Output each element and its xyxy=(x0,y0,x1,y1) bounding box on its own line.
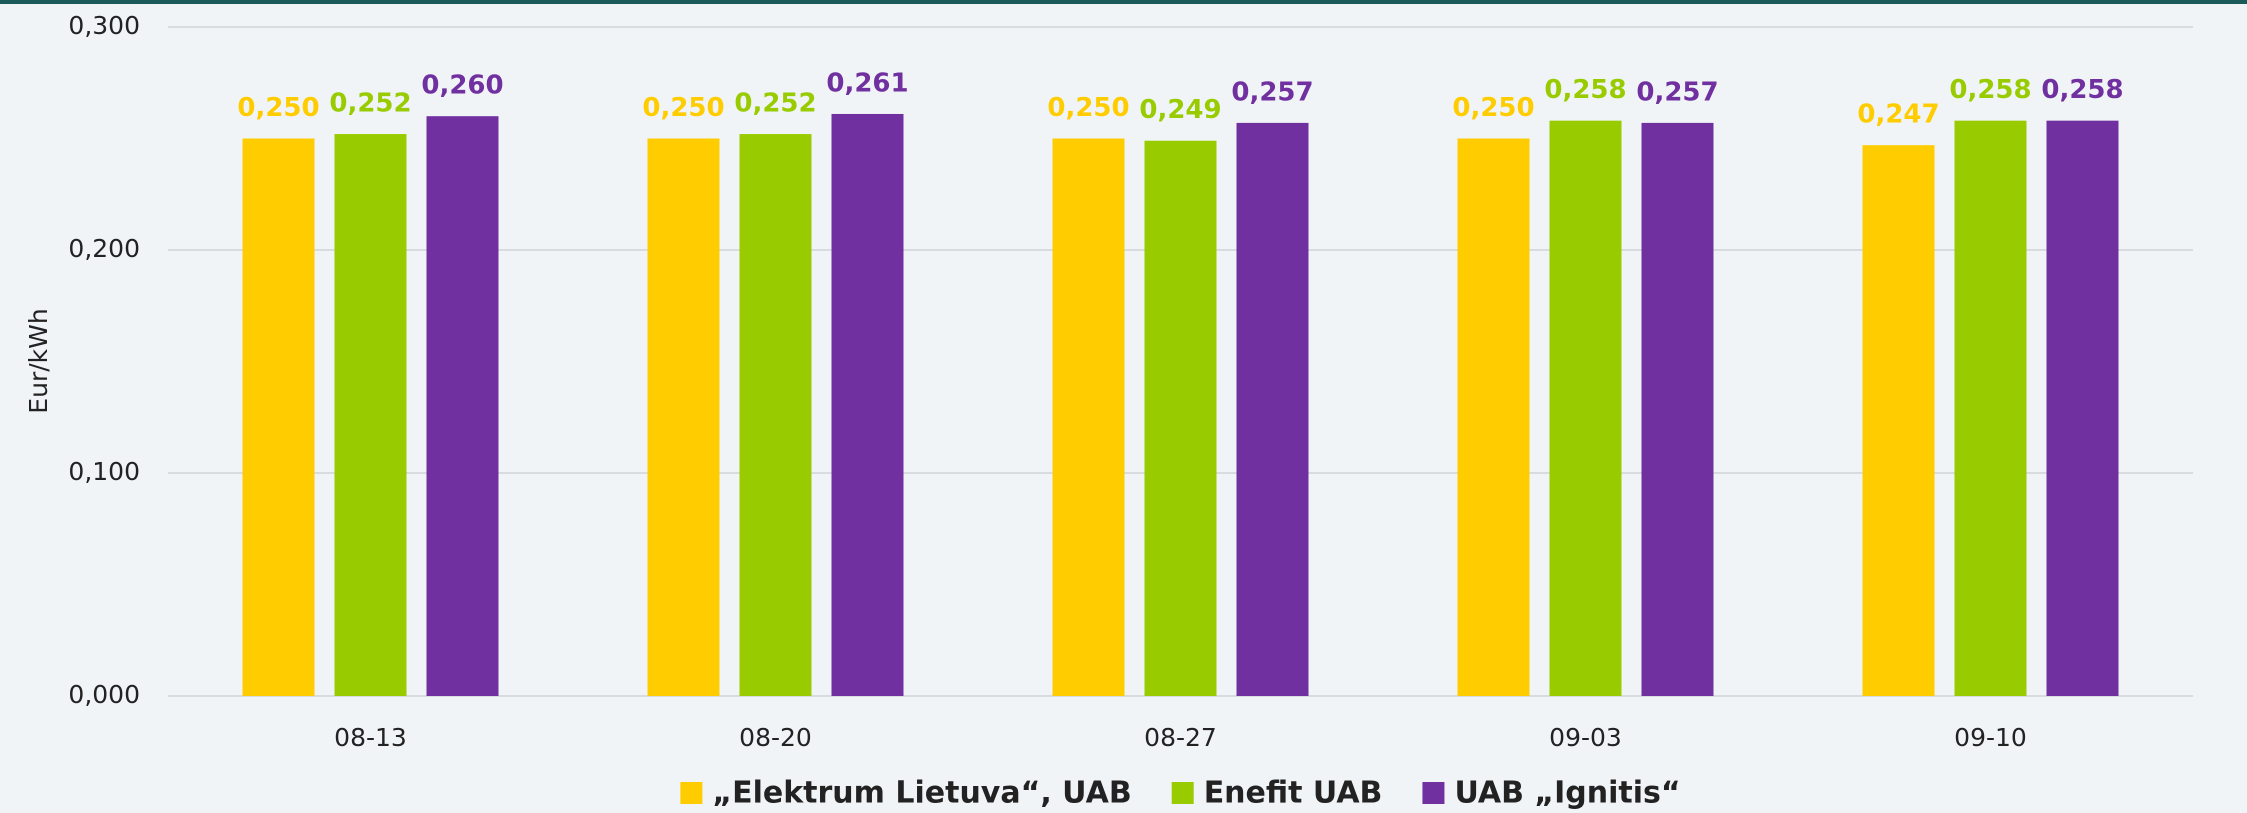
legend-label: UAB „Ignitis“ xyxy=(1454,776,1680,811)
data-label: 0,252 xyxy=(329,89,411,119)
x-tick-label: 09-10 xyxy=(1954,723,2027,752)
bar xyxy=(1144,140,1217,697)
data-label: 0,247 xyxy=(1857,100,1939,130)
data-label: 0,260 xyxy=(421,71,503,101)
bar xyxy=(831,113,904,697)
legend-label: „Elektrum Lietuva“, UAB xyxy=(712,776,1131,811)
data-label: 0,250 xyxy=(1047,93,1129,123)
bar xyxy=(426,116,499,696)
data-label: 0,249 xyxy=(1139,95,1221,125)
bar xyxy=(1236,122,1309,696)
data-label: 0,258 xyxy=(1949,75,2031,105)
legend-swatch xyxy=(1422,782,1445,804)
x-tick-label: 08-13 xyxy=(334,723,407,752)
bar xyxy=(1052,138,1125,696)
bar xyxy=(1862,145,1935,696)
legend-label: Enefit UAB xyxy=(1204,776,1383,811)
data-label: 0,252 xyxy=(734,89,816,119)
bar xyxy=(1457,138,1530,696)
legend-swatch xyxy=(680,782,703,804)
bar xyxy=(334,134,407,697)
x-tick-label: 08-20 xyxy=(739,723,812,752)
y-tick-label: 0,300 xyxy=(68,11,140,40)
data-label: 0,257 xyxy=(1636,77,1718,107)
data-label: 0,250 xyxy=(237,93,319,123)
bar xyxy=(2046,120,2119,696)
bar xyxy=(242,138,315,696)
bar xyxy=(1641,122,1714,696)
data-label: 0,257 xyxy=(1231,77,1313,107)
bar xyxy=(1954,120,2027,696)
x-tick-label: 08-27 xyxy=(1144,723,1217,752)
bar xyxy=(739,134,812,697)
y-tick-label: 0,200 xyxy=(68,234,140,263)
data-label: 0,258 xyxy=(1544,75,1626,105)
bar xyxy=(647,138,720,696)
y-axis-label: Eur/kWh xyxy=(24,308,53,413)
x-tick-label: 09-03 xyxy=(1549,723,1622,752)
top-border xyxy=(0,0,2247,4)
bar xyxy=(1549,120,1622,696)
legend-swatch xyxy=(1171,782,1194,804)
data-label: 0,258 xyxy=(2041,75,2123,105)
data-label: 0,261 xyxy=(826,68,908,98)
data-label: 0,250 xyxy=(642,93,724,123)
y-tick-label: 0,100 xyxy=(68,457,140,486)
data-label: 0,250 xyxy=(1452,93,1534,123)
y-tick-label: 0,000 xyxy=(68,680,140,709)
